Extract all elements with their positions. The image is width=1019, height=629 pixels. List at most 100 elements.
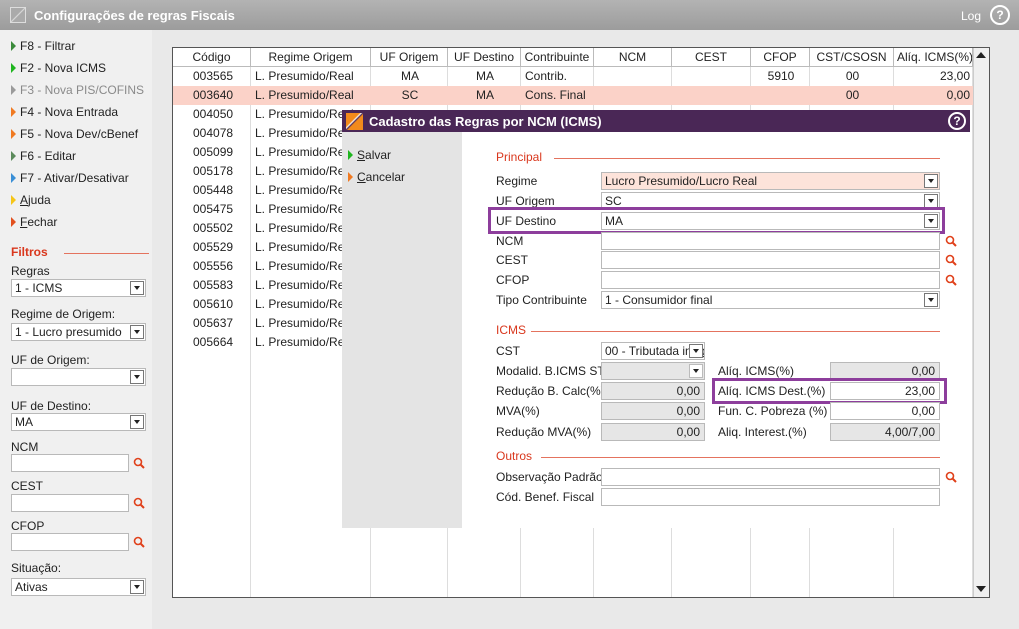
grid-row[interactable]: 005610 L. Presumido/Real bbox=[173, 295, 973, 314]
cancel-button[interactable]: Cancelar bbox=[348, 168, 405, 186]
grid-row[interactable]: 005178 L. Presumido/Real bbox=[173, 162, 973, 181]
field-value: 0,00 bbox=[676, 404, 700, 418]
separator bbox=[64, 253, 149, 254]
select[interactable]: MA bbox=[601, 212, 940, 230]
grid-row[interactable]: 005502 L. Presumido/Real bbox=[173, 219, 973, 238]
select[interactable]: MA bbox=[11, 413, 146, 431]
search-icon[interactable] bbox=[133, 457, 145, 472]
column-header[interactable]: Regime Origem bbox=[251, 48, 371, 67]
field-value: 00 - Tributada integralmente bbox=[605, 344, 704, 358]
grid-cell: L. Presumido/Real bbox=[255, 221, 354, 235]
search-icon[interactable] bbox=[945, 274, 957, 289]
column-header[interactable]: NCM bbox=[594, 48, 672, 67]
text-input[interactable] bbox=[601, 271, 940, 289]
field-value: 0,00 bbox=[911, 404, 935, 418]
menu-item[interactable]: Ajuda bbox=[11, 191, 51, 209]
grid-row[interactable]: 005099 L. Presumido/Real bbox=[173, 143, 973, 162]
select[interactable]: 1 - Consumidor final bbox=[601, 291, 940, 309]
text-input[interactable]: 23,00 bbox=[830, 382, 940, 400]
grid-cell: L. Presumido/Real bbox=[255, 297, 354, 311]
column-header[interactable]: UF Origem bbox=[371, 48, 448, 67]
text-input[interactable] bbox=[11, 494, 129, 512]
field-label: Cód. Benef. Fiscal bbox=[496, 490, 595, 504]
field-label: Redução B. Calc(%) bbox=[496, 384, 605, 398]
grid-cell: 00 bbox=[845, 88, 860, 102]
text-input: 0,00 bbox=[601, 402, 705, 420]
select[interactable]: 00 - Tributada integralmente bbox=[601, 342, 705, 360]
text-input[interactable] bbox=[11, 533, 129, 551]
menu-item[interactable]: F8 - Filtrar bbox=[11, 37, 75, 55]
column-header[interactable]: Código bbox=[173, 48, 251, 67]
menu-item[interactable]: F7 - Ativar/Desativar bbox=[11, 169, 129, 187]
field-value: 23,00 bbox=[904, 384, 935, 398]
column-header[interactable]: UF Destino bbox=[448, 48, 521, 67]
search-icon[interactable] bbox=[945, 254, 957, 269]
column-header[interactable]: CEST bbox=[672, 48, 751, 67]
grid-row[interactable]: 005448 L. Presumido/Real bbox=[173, 181, 973, 200]
text-input[interactable] bbox=[601, 488, 940, 506]
text-input[interactable] bbox=[601, 251, 940, 269]
column-header[interactable]: CFOP bbox=[751, 48, 810, 67]
menu-item[interactable]: F6 - Editar bbox=[11, 147, 76, 165]
column-header[interactable]: CST/CSOSN bbox=[810, 48, 894, 67]
window-title: Configurações de regras Fiscais bbox=[34, 8, 235, 23]
search-icon[interactable] bbox=[133, 536, 145, 551]
grid-row[interactable]: 004078 L. Presumido/Real bbox=[173, 124, 973, 143]
column-header[interactable]: Contribuinte bbox=[521, 48, 594, 67]
save-button[interactable]: Salvar bbox=[348, 146, 391, 164]
grid-cell: L. Presumido/Real bbox=[255, 183, 354, 197]
menu-item[interactable]: F5 - Nova Dev/cBenef bbox=[11, 125, 138, 143]
menu-label: F4 - Nova Entrada bbox=[20, 105, 119, 119]
help-button[interactable]: ? bbox=[990, 5, 1010, 25]
select[interactable]: Lucro Presumido/Lucro Real bbox=[601, 172, 940, 190]
field-value: MA bbox=[605, 214, 623, 228]
column-header[interactable]: Alíq. ICMS(%) bbox=[894, 48, 973, 67]
magnifier bbox=[945, 471, 957, 483]
grid-cell: 005637 bbox=[193, 316, 234, 330]
grid-row[interactable]: 004050 L. Presumido/Real bbox=[173, 105, 973, 124]
field-label: CST bbox=[496, 344, 520, 358]
grid-cell: 005475 bbox=[193, 202, 234, 216]
app-icon bbox=[10, 7, 26, 23]
dialog-help[interactable]: ? bbox=[948, 112, 966, 130]
select[interactable]: Ativas bbox=[11, 578, 146, 596]
grid-cell: 005664 bbox=[193, 335, 234, 349]
grid-row[interactable]: 005556 L. Presumido/Real bbox=[173, 257, 973, 276]
search-icon[interactable] bbox=[133, 497, 145, 512]
column-line bbox=[250, 67, 251, 597]
magnifier bbox=[133, 536, 145, 548]
grid-row[interactable]: 003640 L. Presumido/Real SC MA Cons. Final 00… bbox=[173, 86, 973, 105]
search-icon[interactable] bbox=[945, 235, 957, 250]
grid-cell: 004078 bbox=[193, 126, 234, 140]
grid-cell: L. Presumido/Real bbox=[255, 69, 354, 83]
text-input[interactable] bbox=[11, 454, 129, 472]
text-input[interactable] bbox=[601, 232, 940, 250]
grid-row[interactable]: 005583 L. Presumido/Real bbox=[173, 276, 973, 295]
menu-item[interactable]: Fechar bbox=[11, 213, 57, 231]
grid-row[interactable]: 005637 L. Presumido/Real bbox=[173, 314, 973, 333]
select[interactable]: 1 - ICMS bbox=[11, 279, 146, 297]
select[interactable]: 1 - Lucro presumido bbox=[11, 323, 146, 341]
grid-cell: 005529 bbox=[193, 240, 234, 254]
log-link[interactable]: Log bbox=[961, 9, 982, 23]
grid-cell: L. Presumido/Real bbox=[255, 107, 354, 121]
text-input[interactable]: 0,00 bbox=[830, 402, 940, 420]
select[interactable] bbox=[11, 368, 146, 386]
grid-row[interactable]: 005475 L. Presumido/Real bbox=[173, 200, 973, 219]
menu-item[interactable]: F2 - Nova ICMS bbox=[11, 59, 106, 77]
text-input[interactable] bbox=[601, 468, 940, 486]
grid-cell: L. Presumido/Real bbox=[255, 240, 354, 254]
select-value: 1 - Lucro presumido bbox=[15, 325, 122, 339]
dialog-icon bbox=[346, 113, 363, 130]
grid-cell: SC bbox=[401, 88, 419, 102]
field-value: 0,00 bbox=[676, 425, 700, 439]
grid-cell: L. Presumido/Real bbox=[255, 202, 354, 216]
search-icon[interactable] bbox=[945, 471, 957, 486]
grid-row[interactable]: 005664 L. Presumido/Real bbox=[173, 333, 973, 352]
grid-cell: L. Presumido/Real bbox=[255, 278, 354, 292]
grid-row[interactable]: 005529 L. Presumido/Real bbox=[173, 238, 973, 257]
grid-cell: 005502 bbox=[193, 221, 234, 235]
menu-item[interactable]: F4 - Nova Entrada bbox=[11, 103, 118, 121]
grid-row[interactable]: 003565 L. Presumido/Real MA MA Contrib. 5910 0… bbox=[173, 67, 973, 86]
field-label: UF de Destino: bbox=[11, 399, 92, 413]
